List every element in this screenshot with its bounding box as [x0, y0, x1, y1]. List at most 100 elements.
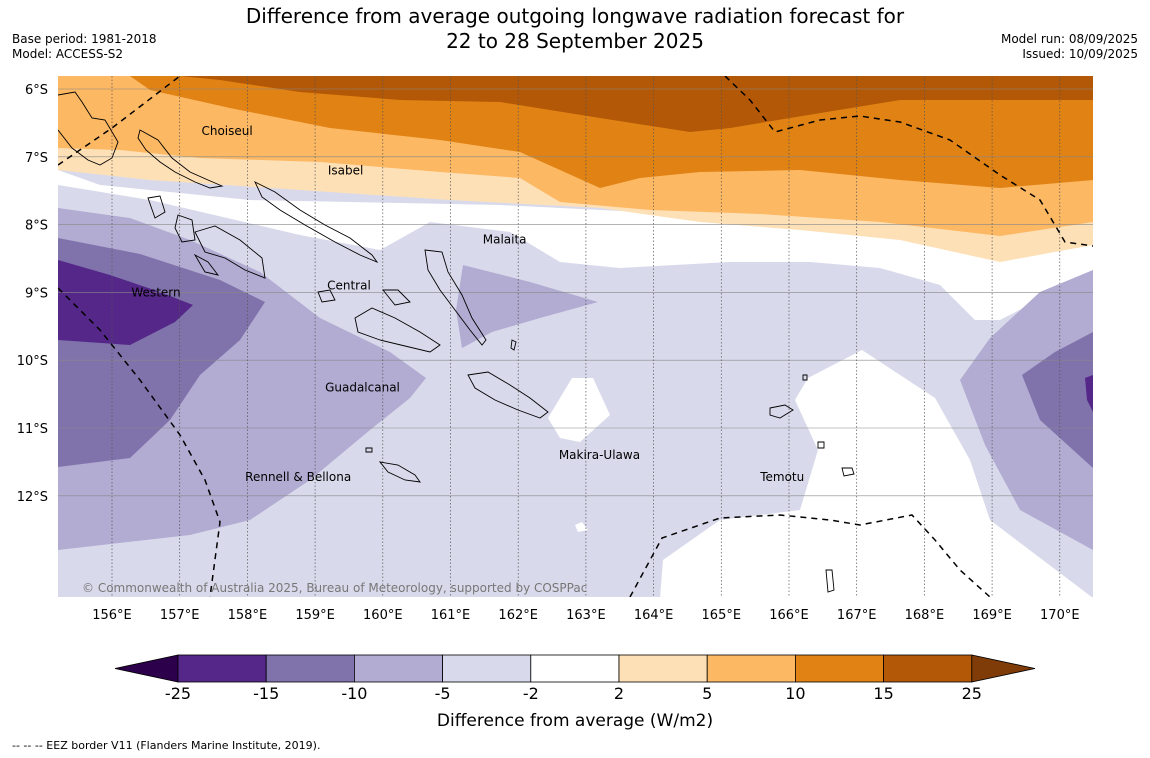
colorbar-swatch	[795, 654, 885, 683]
province-label: Choiseul	[201, 124, 252, 138]
province-label: Central	[327, 279, 371, 293]
colorbar-swatch	[618, 654, 708, 683]
colorbar-swatch	[442, 654, 532, 683]
lon-label: 168°E	[905, 608, 945, 623]
colorbar-under-arrow	[114, 654, 179, 683]
copyright-text: © Commonwealth of Australia 2025, Bureau…	[82, 581, 587, 595]
coast-rendova	[193, 253, 220, 276]
coast-banks	[825, 569, 835, 593]
province-label: Isabel	[328, 163, 363, 177]
lon-label: 165°E	[702, 608, 742, 623]
eez-footnote: -- -- -- EEZ border V11 (Flanders Marine…	[12, 739, 321, 752]
colorbar-swatch	[353, 654, 443, 683]
colorbar-tick-label: 15	[873, 684, 893, 703]
model-name: Model: ACCESS-S2	[12, 47, 124, 61]
colorbar-swatch	[883, 654, 973, 683]
contour-minus2-to-2-southeast	[660, 350, 1092, 597]
lon-label: 162°E	[498, 608, 538, 623]
eez-borders	[58, 76, 1093, 597]
coast-makira	[467, 371, 549, 419]
eez-north-west	[58, 76, 181, 166]
colorbar-swatch	[177, 654, 267, 683]
contour-minus2-to-2	[58, 170, 1093, 320]
coast-vanikoro	[841, 467, 855, 477]
lon-label: 157°E	[160, 608, 200, 623]
lon-label: 156°E	[92, 608, 132, 623]
lon-label: 166°E	[769, 608, 809, 623]
contour-minus25-to-minus15-east	[1085, 375, 1093, 412]
coast-kolombangara	[174, 214, 196, 243]
colorbar-swatch	[706, 654, 796, 683]
province-label: Guadalcanal	[325, 380, 400, 394]
lat-label: 7°S	[25, 151, 48, 166]
coast-utupua	[817, 441, 825, 449]
province-label: Malaita	[483, 233, 527, 247]
contour-minus2-to-2-dot	[575, 522, 588, 532]
coast-santa-cruz	[769, 404, 794, 419]
coast-bellona	[365, 447, 373, 453]
meta-right: Model run: 08/09/2025 Issued: 10/09/2025	[1001, 32, 1138, 62]
lon-label: 163°E	[566, 608, 606, 623]
colorbar-swatch	[265, 654, 355, 683]
colorbar-tick-label: 25	[962, 684, 982, 703]
colorbar: -25 -15 -10 -5 -2 2 5 10 15 25	[114, 654, 1036, 703]
forecast-contours	[58, 76, 1093, 597]
contour-15-to-25	[180, 76, 1093, 132]
coast-new-georgia	[194, 225, 266, 279]
coast-rennell	[378, 461, 421, 483]
lon-label: 167°E	[837, 608, 877, 623]
colorbar-tick-label: -5	[435, 684, 451, 703]
colorbar-swatch	[530, 654, 620, 683]
lat-label: 10°S	[17, 354, 48, 369]
lat-label: 6°S	[25, 83, 48, 98]
colorbar-tick-label: -25	[165, 684, 191, 703]
colorbar-tick-label: 2	[614, 684, 624, 703]
coast-florida	[382, 289, 411, 306]
coast-guadalcanal	[354, 307, 441, 353]
lon-label: 160°E	[363, 608, 403, 623]
colorbar-tick-label: 10	[785, 684, 805, 703]
eez-west	[58, 287, 221, 597]
title-line-1: Difference from average outgoing longwav…	[245, 4, 905, 28]
lat-label: 9°S	[25, 286, 48, 301]
coast-bougainville	[58, 91, 119, 166]
coast-isabel	[254, 181, 379, 264]
lon-label: 158°E	[228, 608, 268, 623]
coast-malaita	[424, 249, 487, 346]
title-line-2: 22 to 28 September 2025	[446, 29, 704, 53]
province-label: Rennell & Bellona	[245, 470, 351, 484]
colorbar-tick-label: -15	[253, 684, 279, 703]
map-gridlines	[58, 76, 1093, 597]
colorbar-tick-label: -10	[341, 684, 367, 703]
coast-russell	[317, 289, 336, 303]
map-title: Difference from average outgoing longwav…	[0, 4, 1150, 54]
colorbar-tick-label: 5	[702, 684, 712, 703]
contour-minus2-to-2-patch	[548, 378, 610, 442]
colorbar-label: Difference from average (W/m2)	[437, 711, 713, 731]
coastlines	[58, 91, 855, 593]
province-labels: Choiseul Isabel Malaita Western Central Guada…	[131, 124, 804, 484]
lat-label: 8°S	[25, 219, 48, 234]
contour-minus25-to-minus15-west	[58, 260, 193, 345]
lon-label: 161°E	[431, 608, 471, 623]
coast-vella-lavella	[147, 195, 166, 219]
eez-north-east	[724, 76, 1093, 247]
province-label: Western	[131, 285, 180, 299]
meta-left: Base period: 1981-2018 Model: ACCESS-S2	[12, 32, 157, 62]
lon-label: 170°E	[1040, 608, 1080, 623]
coast-ulawa	[510, 339, 517, 351]
coast-duff	[802, 374, 808, 381]
lat-label: 11°S	[17, 422, 48, 437]
contour-minus15-to-minus10-east	[1022, 332, 1093, 468]
lat-labels: 6°S 7°S 8°S 9°S 10°S 11°S 12°S	[17, 83, 48, 505]
lon-labels: 156°E 157°E 158°E 159°E 160°E 161°E 162°E 163°E…	[92, 608, 1079, 623]
eez-south-east	[629, 514, 991, 597]
province-label: Makira-Ulawa	[559, 448, 640, 462]
coast-choiseul	[137, 129, 224, 189]
model-run: Model run: 08/09/2025	[1000, 32, 1138, 46]
lat-label: 12°S	[17, 490, 48, 505]
lon-label: 164°E	[634, 608, 674, 623]
base-period: Base period: 1981-2018	[12, 32, 157, 46]
province-label: Temotu	[759, 470, 804, 484]
